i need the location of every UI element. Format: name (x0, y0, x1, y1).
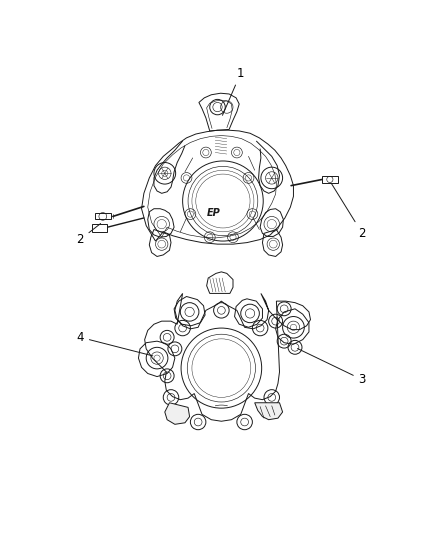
Text: 2: 2 (77, 223, 101, 246)
Polygon shape (255, 403, 283, 419)
Polygon shape (95, 213, 111, 220)
Polygon shape (165, 403, 190, 424)
Text: 2: 2 (331, 183, 366, 240)
Text: 4: 4 (77, 331, 153, 356)
Polygon shape (92, 224, 107, 232)
Text: EP: EP (207, 207, 220, 217)
Text: 1: 1 (223, 67, 244, 115)
Text: 3: 3 (297, 349, 366, 386)
Polygon shape (322, 176, 338, 183)
